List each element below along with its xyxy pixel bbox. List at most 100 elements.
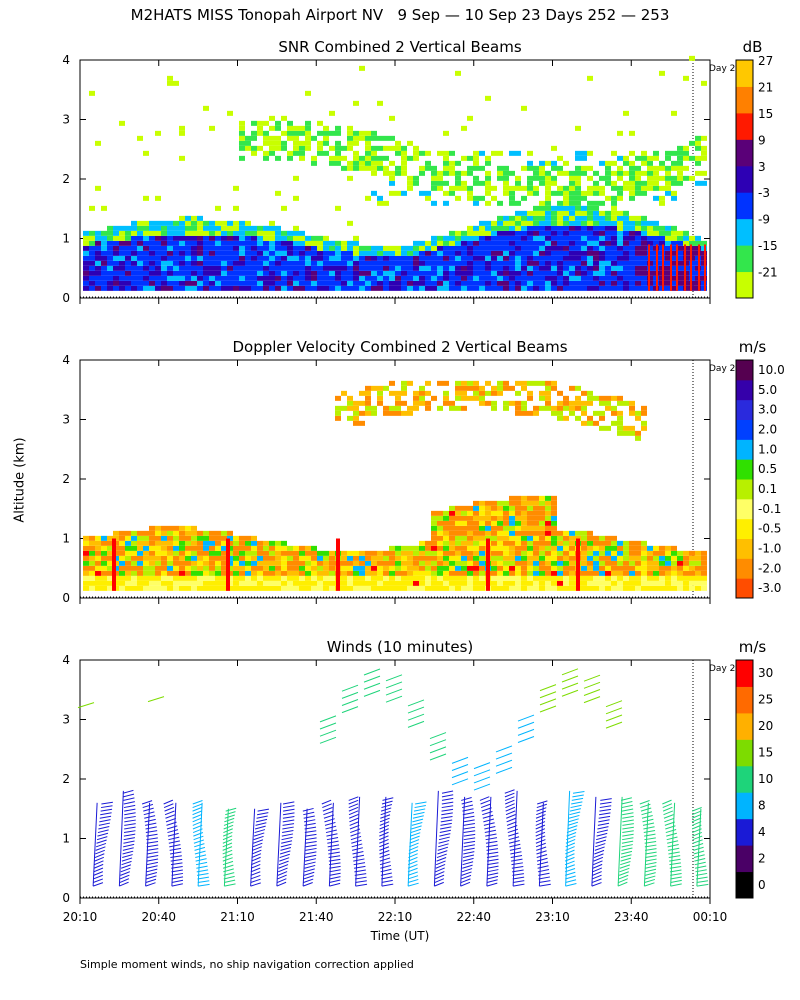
wind-barb [436,857,447,862]
doppler-cell [419,390,425,396]
doppler-cell [545,545,551,551]
doppler-cell [635,435,641,441]
doppler-cell [623,575,629,581]
snr-cell [473,165,479,171]
snr-cell [353,260,359,266]
snr-cell [467,165,473,171]
snr-cell [425,240,431,246]
snr-cell [317,285,323,291]
wind-barb [483,818,495,823]
colorbar-swatch [736,439,753,460]
doppler-cell [509,540,515,546]
wind-barb [222,860,234,866]
wind-barb [565,838,576,844]
snr-cell [641,150,647,156]
doppler-cell [341,565,347,571]
doppler-cell [269,545,275,551]
doppler-cell [377,560,383,566]
wind-barb [93,863,104,869]
doppler-cell [395,400,401,406]
doppler-cell [617,420,623,426]
colorbar-swatch [736,538,753,559]
wind-barb [223,821,234,826]
snr-cell [167,265,173,271]
snr-cell [185,235,191,241]
doppler-cell [131,555,137,561]
y-tick-label: 3 [62,113,70,127]
doppler-cell [503,400,509,406]
doppler-cell [533,495,539,501]
doppler-cell [665,575,671,581]
snr-cell [359,255,365,261]
wind-barb [254,829,266,834]
doppler-cell [599,540,605,546]
snr-cell [617,195,623,201]
snr-cell [389,280,395,286]
wind-barb [461,871,472,876]
snr-cell [215,240,221,246]
snr-cell [473,180,479,186]
snr-cell [173,275,179,281]
doppler-cell [323,575,329,581]
snr-cell [173,235,179,241]
doppler-cell [383,385,389,391]
colorbar-swatch [736,360,753,381]
snr-cell [653,175,659,181]
doppler-cell [419,545,425,551]
doppler-cell [479,545,485,551]
doppler-cell [209,560,215,566]
wind-barb [535,814,546,819]
wind-barb [282,801,295,805]
wind-barb [696,883,709,887]
snr-cell [329,130,335,136]
wind-barb-upper [495,766,513,774]
snr-cell [413,260,419,266]
snr-cell [413,180,419,186]
wind-barb [462,857,474,862]
snr-cell [179,215,185,221]
snr-cell [113,225,119,231]
wind-barb-upper [429,739,447,747]
doppler-cell [533,540,539,546]
doppler-cell [455,580,461,586]
wind-barb [224,817,235,823]
snr-cell [407,185,413,191]
snr-cell [341,270,347,276]
doppler-cell [197,540,203,546]
doppler-cell [461,575,467,581]
snr-cell [605,245,611,251]
wind-barb [352,854,365,859]
snr-cell [161,220,167,226]
doppler-cell [389,380,395,386]
snr-cell [197,250,203,256]
doppler-cell [89,545,95,551]
wind-barb [407,875,419,880]
snr-cell [581,260,587,266]
doppler-cell [545,500,551,506]
doppler-cell [299,560,305,566]
snr-cell [641,220,647,226]
doppler-cell [557,555,563,561]
snr-cell [143,260,149,266]
snr-cell [263,265,269,271]
snr-cell [425,270,431,276]
doppler-cell [443,545,449,551]
snr-cell [653,235,659,241]
snr-cell [365,195,371,201]
snr-cell [251,145,257,151]
wind-barb [412,815,424,819]
wind-barb-upper [319,722,337,730]
wind-barb [325,829,337,834]
doppler-cell [251,550,257,556]
doppler-cell [653,585,659,591]
snr-cell [599,215,605,221]
doppler-cell [377,570,383,576]
snr-cell [587,200,593,206]
snr-streak [656,244,658,291]
wind-barb [192,813,202,819]
doppler-cell [233,580,239,586]
doppler-cell [509,555,515,561]
snr-cell [497,235,503,241]
doppler-cell [653,580,659,586]
doppler-cell [359,410,365,416]
